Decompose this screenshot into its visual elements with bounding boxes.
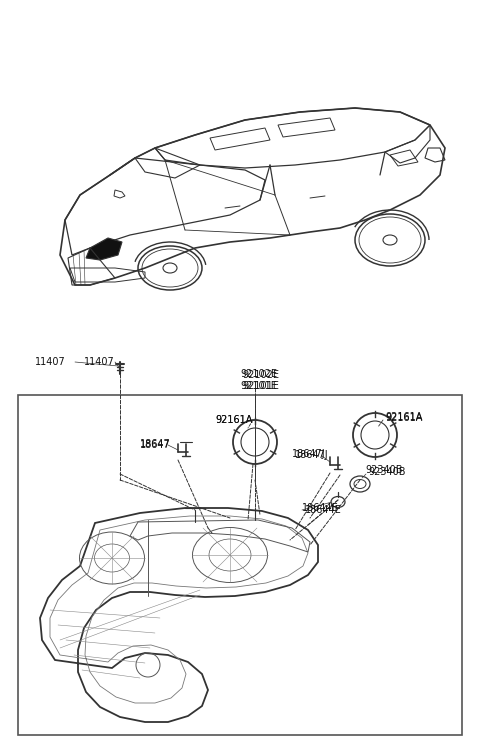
Text: 92340B: 92340B xyxy=(365,465,403,475)
Text: 18647: 18647 xyxy=(140,440,171,450)
Text: 92102E: 92102E xyxy=(242,370,279,380)
Text: 92101E: 92101E xyxy=(242,381,279,391)
Text: 92102E: 92102E xyxy=(240,369,277,379)
Text: 18644E: 18644E xyxy=(305,505,342,515)
Text: 92161A: 92161A xyxy=(215,415,252,425)
Text: 18647J: 18647J xyxy=(295,450,329,460)
Text: 18647J: 18647J xyxy=(292,449,325,459)
Bar xyxy=(18,395,462,735)
Text: 92161A: 92161A xyxy=(215,415,252,425)
Text: 18647: 18647 xyxy=(140,439,171,449)
Text: 92101E: 92101E xyxy=(240,381,277,391)
Text: 92161A: 92161A xyxy=(385,412,422,422)
Text: 18644E: 18644E xyxy=(302,503,339,513)
Text: 11407: 11407 xyxy=(35,357,66,367)
Text: 92340B: 92340B xyxy=(368,467,406,477)
Polygon shape xyxy=(86,238,122,260)
Text: 11407: 11407 xyxy=(84,357,115,367)
Text: 92161A: 92161A xyxy=(385,413,422,423)
